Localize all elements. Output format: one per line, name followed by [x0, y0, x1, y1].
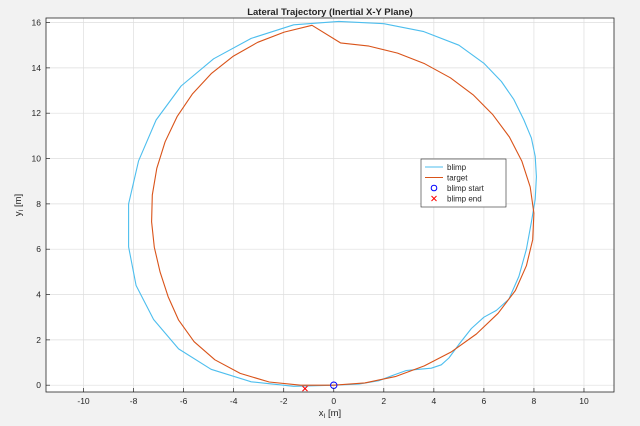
x-axis-label-var: x — [319, 408, 324, 419]
x-tick-label: 0 — [331, 396, 336, 406]
x-tick-label: 4 — [431, 396, 436, 406]
legend-item: target — [425, 174, 468, 183]
x-axis-label-sub: I — [324, 413, 326, 420]
y-tick-label: 14 — [32, 63, 42, 73]
x-tick-label: -6 — [180, 396, 188, 406]
x-tick-label: 6 — [482, 396, 487, 406]
y-axis-label-var: y — [13, 211, 24, 216]
legend-label: target — [447, 174, 468, 183]
y-axis-label-unit: [m] — [13, 194, 24, 210]
y-tick-label: 4 — [36, 290, 41, 300]
tick-marks — [46, 22, 585, 392]
y-tick-label: 8 — [36, 199, 41, 209]
y-axis-label-sub: I — [18, 209, 25, 211]
y-tick-label: 0 — [36, 380, 41, 390]
x-tick-label: 10 — [579, 396, 589, 406]
legend-label: blimp end — [447, 195, 482, 204]
x-tick-label: 8 — [532, 396, 537, 406]
y-tick-label: 10 — [32, 154, 42, 164]
x-tick-label: -10 — [77, 396, 90, 406]
legend-marker-swatch — [430, 184, 438, 192]
x-axis-label-unit: [m] — [325, 408, 341, 419]
series-blimp-line — [128, 20, 537, 387]
plot-area — [46, 18, 614, 392]
legend-item: blimp — [425, 163, 467, 172]
x-tick-label: 2 — [381, 396, 386, 406]
chart-title: Lateral Trajectory (Inertial X-Y Plane) — [247, 7, 413, 18]
axes-box — [45, 17, 615, 393]
legend-label: blimp start — [447, 184, 485, 193]
y-tick-label: 2 — [36, 335, 41, 345]
x-tick-label: -4 — [230, 396, 238, 406]
tick-labels: -10 -8 -6 -4 -2 0 2 4 6 8 10 0 2 4 6 8 10 12 14 16 — [32, 18, 589, 406]
x-tick-label: -8 — [130, 396, 138, 406]
y-axis-label: yI [m] — [13, 194, 25, 216]
legend-marker-swatch — [431, 195, 437, 202]
legend-item: blimp start — [430, 184, 485, 193]
series-blimp-end-marker — [302, 385, 308, 392]
series-target-line — [151, 24, 535, 386]
legend-label: blimp — [447, 163, 467, 172]
y-tick-label: 16 — [32, 18, 42, 28]
y-tick-label: 12 — [32, 108, 42, 118]
x-axis-label: xI [m] — [319, 408, 341, 420]
legend-item: blimp end — [431, 195, 482, 204]
y-tick-label: 6 — [36, 244, 41, 254]
x-tick-label: -2 — [280, 396, 288, 406]
